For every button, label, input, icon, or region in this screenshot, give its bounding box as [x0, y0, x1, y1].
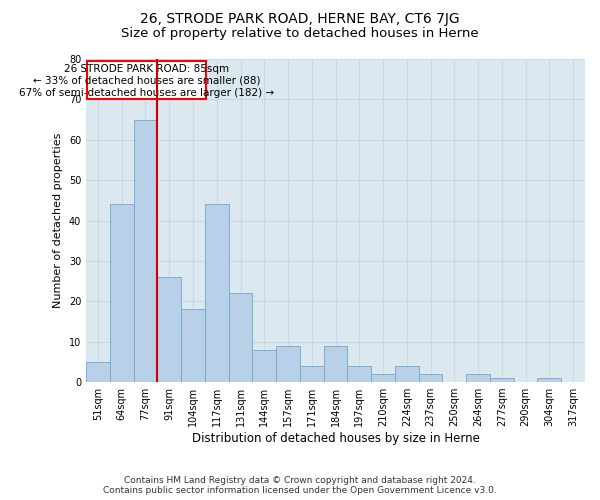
Bar	[323, 346, 347, 382]
Bar	[87, 60, 206, 98]
Bar	[181, 310, 205, 382]
Bar	[538, 378, 561, 382]
Bar	[371, 374, 395, 382]
X-axis label: Distribution of detached houses by size in Herne: Distribution of detached houses by size …	[191, 432, 479, 445]
Text: Size of property relative to detached houses in Herne: Size of property relative to detached ho…	[121, 28, 479, 40]
Y-axis label: Number of detached properties: Number of detached properties	[53, 133, 64, 308]
Bar	[419, 374, 442, 382]
Bar	[347, 366, 371, 382]
Bar	[395, 366, 419, 382]
Bar	[110, 204, 134, 382]
Text: Contains HM Land Registry data © Crown copyright and database right 2024.
Contai: Contains HM Land Registry data © Crown c…	[103, 476, 497, 495]
Bar	[86, 362, 110, 382]
Text: 26, STRODE PARK ROAD, HERNE BAY, CT6 7JG: 26, STRODE PARK ROAD, HERNE BAY, CT6 7JG	[140, 12, 460, 26]
Bar	[466, 374, 490, 382]
Bar	[134, 120, 157, 382]
Bar	[229, 293, 253, 382]
Bar	[490, 378, 514, 382]
Bar	[300, 366, 323, 382]
Text: ← 33% of detached houses are smaller (88): ← 33% of detached houses are smaller (88…	[33, 76, 260, 86]
Bar	[253, 350, 276, 382]
Text: 26 STRODE PARK ROAD: 85sqm: 26 STRODE PARK ROAD: 85sqm	[64, 64, 229, 74]
Bar	[157, 277, 181, 382]
Bar	[276, 346, 300, 382]
Text: 67% of semi-detached houses are larger (182) →: 67% of semi-detached houses are larger (…	[19, 88, 274, 98]
Bar	[205, 204, 229, 382]
